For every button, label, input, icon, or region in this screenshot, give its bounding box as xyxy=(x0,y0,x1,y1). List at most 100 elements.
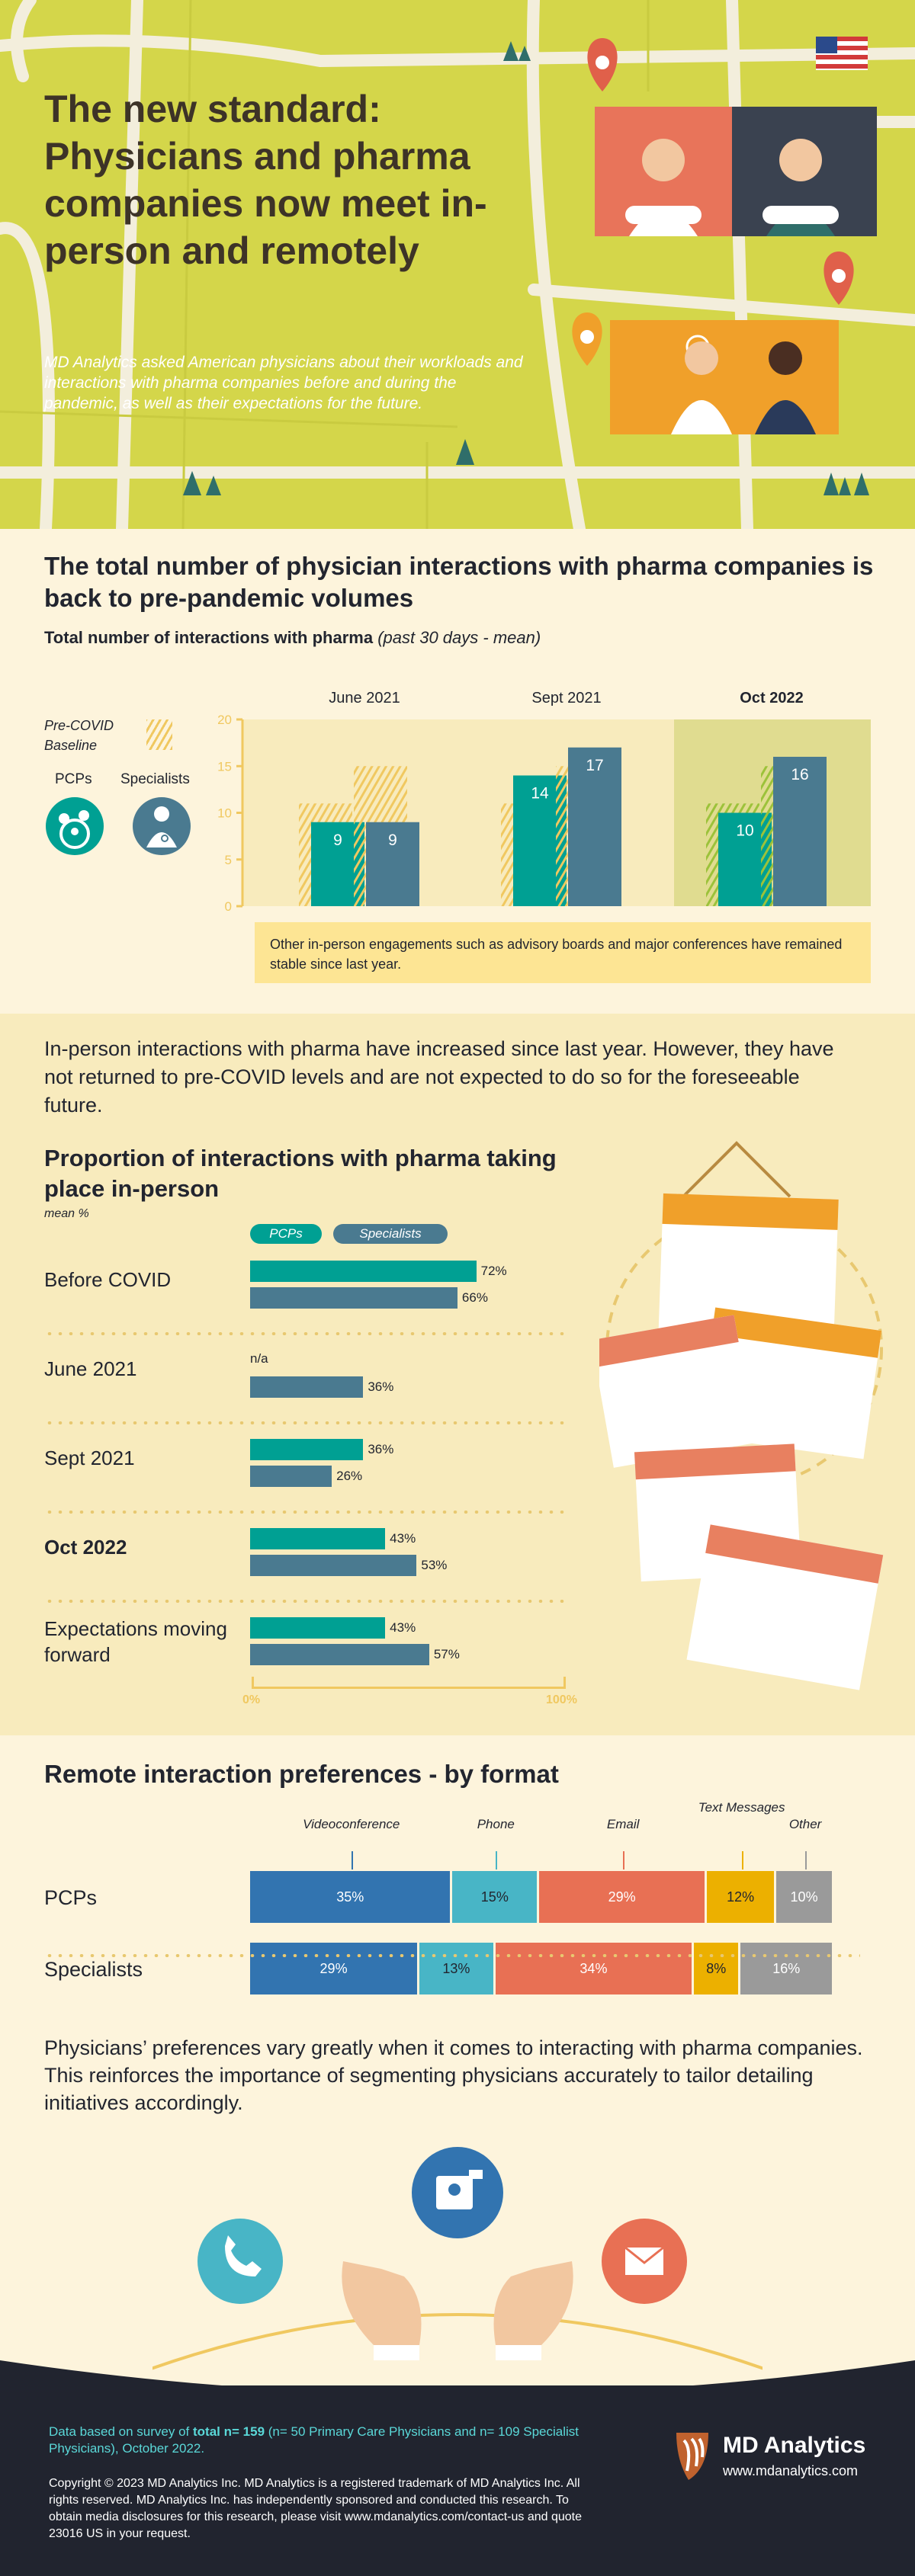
row-label: Sept 2021 xyxy=(44,1447,135,1469)
y-tick-label: 5 xyxy=(225,853,232,867)
calendar-illustration xyxy=(599,1141,884,1690)
row-label: Expectations moving forward xyxy=(44,1617,227,1666)
specialists-bar xyxy=(568,747,621,906)
pcp-family-icon xyxy=(46,797,104,855)
other-segment: 10% xyxy=(776,1871,834,1923)
format-leader-line xyxy=(741,1851,743,1870)
pcps-bar xyxy=(250,1261,477,1282)
pcps-bar xyxy=(250,1439,364,1460)
row-label: PCPs xyxy=(44,1886,98,1909)
other-segment: 16% xyxy=(740,1943,834,1994)
pcps-bar xyxy=(250,1528,386,1549)
bar-value-label: 36% xyxy=(368,1442,394,1456)
format-label: Phone xyxy=(477,1817,515,1831)
row-divider xyxy=(44,1511,570,1514)
specialists-bar xyxy=(250,1644,429,1665)
hands-icon xyxy=(342,2261,573,2360)
y-tick-label: 10 xyxy=(217,806,232,821)
category-label: Sept 2021 xyxy=(531,690,601,706)
video-call-illustration xyxy=(595,107,877,236)
phone-icon xyxy=(197,2219,283,2304)
specialists-bar xyxy=(773,757,827,906)
communication-illustration xyxy=(152,2147,762,2370)
y-tick-label: 0 xyxy=(225,899,232,914)
section-paragraph: Physicians’ preferences vary greatly whe… xyxy=(44,2036,863,2114)
bar-value-label: 66% xyxy=(461,1290,488,1305)
bar-value-label: 17 xyxy=(586,757,603,774)
legend-pcps-label: PCPs xyxy=(55,771,92,787)
email-segment: 34% xyxy=(495,1943,695,1994)
row-label: Oct 2022 xyxy=(44,1536,127,1559)
video-call-icon xyxy=(412,2147,503,2238)
y-tick-label: 20 xyxy=(217,713,232,727)
interactions-bar-chart: 0 5 10 15 20 June 2021 9 9 Sept 2021 14 17 Oct 2022… xyxy=(217,690,871,914)
x-axis xyxy=(252,1677,566,1689)
category-label: Oct 2022 xyxy=(740,690,803,706)
email-segment: 29% xyxy=(539,1871,708,1923)
in-person-section: In-person interactions with pharma have … xyxy=(0,1014,915,1735)
bar-value-label: 72% xyxy=(480,1264,507,1278)
format-label: Text Messages xyxy=(698,1800,785,1815)
survey-note-total: total n= 159 xyxy=(193,2424,265,2439)
row-label: June 2021 xyxy=(44,1357,137,1380)
bar-value-label: 9 xyxy=(388,831,397,849)
row-divider xyxy=(44,1332,570,1335)
format-label: Email xyxy=(606,1817,640,1831)
brand-name: MD Analytics xyxy=(723,2433,866,2458)
interactions-volume-section: The total number of physician interactio… xyxy=(0,529,915,1014)
md-analytics-logo-icon xyxy=(676,2433,708,2480)
email-icon xyxy=(602,2219,687,2304)
axis-max-label: 100% xyxy=(546,1693,577,1706)
specialists-bar xyxy=(366,822,419,906)
legend-specialists-pill: Specialists xyxy=(333,1224,448,1244)
chart-subtitle: Total number of interactions with pharma… xyxy=(44,628,541,648)
specialists-bar xyxy=(250,1376,364,1398)
specialist-doctor-icon xyxy=(133,797,191,855)
legend-pcps-pill: PCPs xyxy=(250,1224,322,1244)
format-leader-line xyxy=(805,1851,807,1870)
legend-baseline-swatch xyxy=(146,719,172,750)
bar-value-label: 9 xyxy=(333,831,342,849)
phone-segment: 15% xyxy=(452,1871,540,1923)
survey-note-pre: Data based on survey of xyxy=(49,2424,194,2439)
bar-value-label: 57% xyxy=(433,1647,460,1661)
section-title: Remote interaction preferences - by form… xyxy=(44,1760,559,1788)
na-label: n/a xyxy=(250,1351,268,1366)
tree-icons xyxy=(183,41,869,495)
section-intro: In-person interactions with pharma have … xyxy=(44,1037,834,1117)
bar-value-label: 43% xyxy=(390,1531,416,1546)
survey-note-post: (n= 50 Primary Care Physicians and n= 10… xyxy=(49,2424,580,2456)
chart-subtitle-note: (past 30 days - mean) xyxy=(377,628,541,647)
bar-value-label: 10 xyxy=(736,822,753,840)
y-tick-label: 15 xyxy=(217,759,232,774)
format-label: Videoconference xyxy=(303,1817,400,1831)
legend-specialists-label: Specialists xyxy=(120,771,190,787)
row-divider xyxy=(44,1421,570,1424)
phone-segment: 13% xyxy=(419,1943,496,1994)
text-messages-segment: 12% xyxy=(707,1871,777,1923)
brand-url-link[interactable]: www.mdanalytics.com xyxy=(723,2463,859,2478)
row-label: Specialists xyxy=(44,1958,143,1981)
format-leader-line xyxy=(623,1851,625,1870)
row-label: Before COVID xyxy=(44,1268,172,1291)
map-pin-icons xyxy=(572,38,854,366)
copyright-text: Copyright © 2023 MD Analytics Inc. MD An… xyxy=(49,2477,582,2540)
format-leader-line xyxy=(351,1851,353,1870)
videoconference-segment: 35% xyxy=(250,1871,453,1923)
bar-value-label: 43% xyxy=(390,1620,416,1635)
specialists-bar xyxy=(250,1287,458,1309)
footer: Data based on survey of total n= 159 (n=… xyxy=(0,2385,915,2576)
category-label: June 2021 xyxy=(329,690,400,706)
bar-value-label: 16 xyxy=(791,766,808,783)
survey-note: Data based on survey of total n= 159 (n=… xyxy=(49,2424,598,2457)
us-flag-icon xyxy=(816,37,868,70)
videoconference-segment: 29% xyxy=(250,1943,420,1994)
bar-value-label: 36% xyxy=(368,1379,394,1394)
section-title: Proportion of interactions with pharma t… xyxy=(44,1145,557,1202)
page-subtitle: MD Analytics asked American physicians a… xyxy=(44,354,523,412)
format-label: Other xyxy=(788,1817,822,1831)
axis-min-label: 0% xyxy=(242,1693,261,1706)
text-messages-segment: 8% xyxy=(694,1943,741,1994)
bar-value-label: 26% xyxy=(336,1469,363,1483)
hero-banner: The new standard: Physicians and pharma … xyxy=(0,0,915,529)
